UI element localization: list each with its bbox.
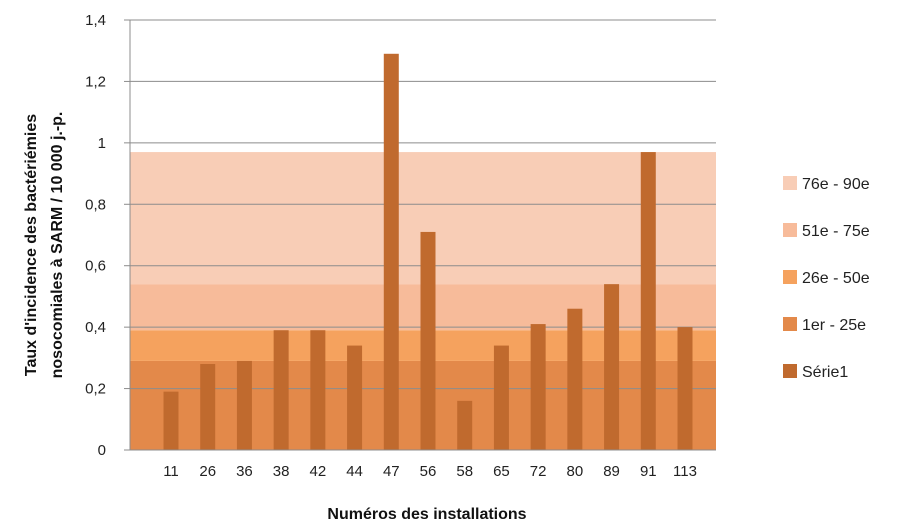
x-tick-label: 56 — [420, 463, 437, 480]
y-tick-label: 1 — [98, 135, 106, 152]
x-tick-label: 44 — [346, 463, 363, 480]
x-tick-label: 113 — [673, 463, 697, 480]
bar-80 — [567, 308, 583, 450]
x-tick-label: 91 — [640, 463, 657, 480]
y-tick-label: 1,2 — [85, 73, 106, 90]
legend-swatch — [783, 270, 797, 284]
legend: 76e - 90e 51e - 75e 26e - 50e 1er - 25e Séri… — [783, 176, 870, 381]
y-axis-title: Taux d'incidence des bactériémies nosoco… — [23, 112, 66, 379]
legend-swatch — [783, 223, 797, 237]
y-tick-label: 0,8 — [85, 196, 106, 213]
x-tick-label: 11 — [163, 463, 179, 480]
legend-label: 26e - 50e — [802, 270, 870, 287]
bar-36 — [236, 360, 252, 450]
x-tick-label: 26 — [199, 463, 216, 480]
legend-swatch — [783, 364, 797, 378]
y-tick-label: 0,2 — [85, 381, 106, 398]
bar-89 — [604, 284, 620, 450]
y-axis-title-line-1: Taux d'incidence des bactériémies — [23, 114, 40, 376]
y-tick-label: 0 — [98, 442, 106, 459]
x-tick-label: 72 — [530, 463, 547, 480]
legend-swatch — [783, 317, 797, 331]
x-tick-label: 65 — [493, 463, 510, 480]
x-tick-label: 36 — [236, 463, 253, 480]
x-tick-label: 80 — [567, 463, 584, 480]
y-tick-label: 0,4 — [85, 319, 106, 336]
y-tick-label: 1,4 — [85, 12, 106, 29]
y-tick-label: 0,6 — [85, 258, 106, 275]
x-axis-title: Numéros des installations — [327, 506, 526, 523]
x-tick-label: 58 — [456, 463, 473, 480]
x-tick-labels: 11 26 36 38 42 44 47 56 58 65 72 80 89 91 113 — [163, 463, 697, 480]
bar-38 — [273, 330, 289, 450]
bar-91 — [640, 152, 656, 451]
bar-42 — [310, 330, 326, 450]
bar-11 — [163, 391, 179, 450]
bar-47 — [383, 53, 399, 451]
legend-swatch — [783, 176, 797, 190]
bar-72 — [530, 324, 546, 450]
legend-label: 51e - 75e — [802, 223, 870, 240]
x-tick-label: 42 — [310, 463, 327, 480]
x-tick-label: 89 — [603, 463, 620, 480]
x-tick-label: 38 — [273, 463, 290, 480]
bar-56 — [420, 231, 436, 450]
legend-label: 76e - 90e — [802, 176, 870, 193]
bar-26 — [200, 364, 216, 450]
y-tick-labels: 0 0,2 0,4 0,6 0,8 1 1,2 1,4 — [85, 12, 106, 459]
axes — [124, 20, 716, 451]
bar-65 — [493, 345, 509, 450]
legend-label: Série1 — [802, 364, 848, 381]
bar-44 — [347, 345, 363, 450]
legend-label: 1er - 25e — [802, 317, 866, 334]
y-axis-title-line-2: nosocomiales à SARM / 10 000 j.-p. — [49, 112, 66, 379]
x-tick-label: 47 — [383, 463, 400, 480]
bar-113 — [677, 327, 693, 450]
bar-58 — [457, 400, 473, 450]
bars — [163, 53, 693, 451]
